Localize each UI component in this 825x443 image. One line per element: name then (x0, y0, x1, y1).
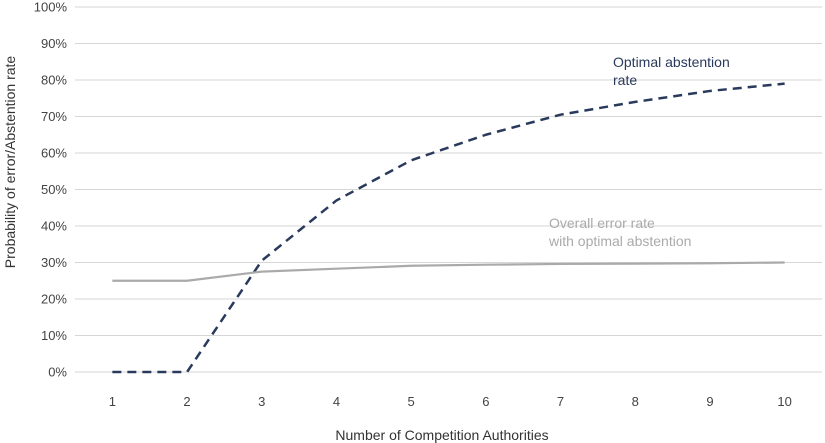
x-tick-label: 8 (632, 394, 639, 409)
annotation-line: rate (613, 72, 637, 88)
x-tick-label: 3 (258, 394, 265, 409)
series-lines (112, 82, 785, 374)
y-tick-label: 60% (41, 146, 67, 161)
y-tick-label: 100% (34, 0, 68, 15)
x-tick-label: 9 (706, 394, 713, 409)
y-tick-label: 90% (41, 36, 67, 51)
annotation-line: with optimal abstention (548, 233, 691, 249)
annotation-line: Overall error rate (549, 215, 655, 231)
y-axis-ticks: 0% 10% 20% 30% 40% 50% 60% 70% 80% 90% 100% (34, 0, 68, 380)
x-tick-label: 7 (557, 394, 564, 409)
x-tick-label: 10 (777, 394, 791, 409)
gridlines (75, 6, 822, 373)
x-tick-label: 6 (482, 394, 489, 409)
x-tick-label: 4 (333, 394, 340, 409)
y-tick-label: 40% (41, 219, 67, 234)
y-tick-label: 10% (41, 328, 67, 343)
overall-error-rate-label: Overall error rate with optimal abstentio… (548, 215, 691, 249)
x-tick-label: 1 (109, 394, 116, 409)
y-tick-label: 30% (41, 255, 67, 270)
optimal-abstention-rate-label: Optimal abstention rate (613, 54, 730, 88)
annotation-line: Optimal abstention (613, 54, 730, 70)
y-tick-label: 80% (41, 73, 67, 88)
series-line-1 (112, 261, 785, 282)
y-tick-label: 70% (41, 109, 67, 124)
y-tick-label: 20% (41, 292, 67, 307)
x-axis-label: Number of Competition Authorities (335, 427, 548, 443)
x-tick-label: 2 (183, 394, 190, 409)
series-line-0 (112, 82, 785, 374)
y-axis-label: Probability of error/Abstention rate (2, 56, 18, 269)
x-tick-label: 5 (408, 394, 415, 409)
y-tick-label: 0% (48, 365, 67, 380)
y-tick-label: 50% (41, 182, 67, 197)
x-axis-ticks: 1 2 3 4 5 6 7 8 9 10 (109, 394, 792, 409)
